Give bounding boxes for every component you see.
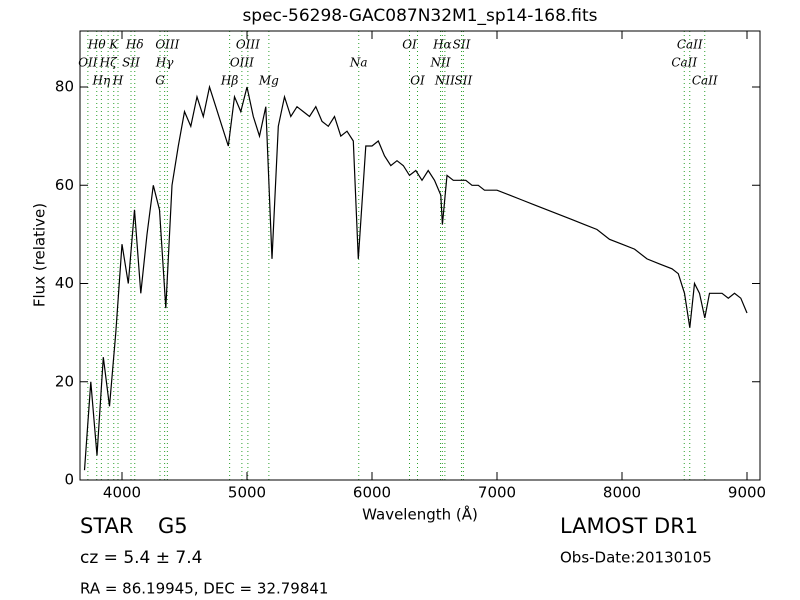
coordinates: RA = 86.19945, DEC = 32.79841 <box>80 580 328 598</box>
line-label: Hη <box>92 74 111 88</box>
line-label: Mg <box>258 74 279 88</box>
line-label: SII <box>455 74 473 88</box>
line-label: SII <box>122 56 140 70</box>
spectrum-line <box>83 84 748 471</box>
line-label: SII <box>453 38 471 52</box>
line-label: CaII <box>692 74 718 88</box>
line-label: Hδ <box>125 38 144 52</box>
line-label: OI <box>402 38 417 52</box>
line-label: CaII <box>671 56 697 70</box>
y-tick-label: 60 <box>55 176 74 194</box>
survey: LAMOST DR1 <box>560 514 698 538</box>
line-label: OII <box>78 56 98 70</box>
line-label: Hθ <box>87 38 106 52</box>
object-subclass: G5 <box>158 514 188 538</box>
y-tick-label: 0 <box>64 471 74 489</box>
line-label: OIII <box>155 38 179 52</box>
x-axis-label: Wavelength (Å) <box>362 505 478 524</box>
line-label: Hβ <box>220 74 238 88</box>
line-label: OIII <box>236 38 260 52</box>
line-label: NII <box>430 56 451 70</box>
line-label: OI <box>410 74 425 88</box>
line-label: Hζ <box>99 56 118 70</box>
redshift: cz = 5.4 ± 7.4 <box>80 548 202 568</box>
line-label: Na <box>349 56 368 70</box>
obs-date: Obs-Date:20130105 <box>560 549 712 567</box>
line-label: CaII <box>677 38 703 52</box>
line-label: H <box>112 74 124 88</box>
y-axis-label: Flux (relative) <box>31 203 49 307</box>
x-tick-label: 9000 <box>728 484 766 502</box>
line-label: Hγ <box>155 56 174 70</box>
line-label: OIII <box>230 56 254 70</box>
plot-frame <box>79 30 761 481</box>
y-tick-label: 20 <box>55 372 74 390</box>
x-tick-label: 6000 <box>353 484 391 502</box>
y-tick-label: 40 <box>55 274 74 292</box>
x-tick-label: 5000 <box>228 484 266 502</box>
x-tick-label: 8000 <box>603 484 641 502</box>
line-label: NII <box>434 74 455 88</box>
line-label: K <box>108 38 119 52</box>
x-tick-label: 7000 <box>478 484 516 502</box>
line-label: Hα <box>432 38 452 52</box>
x-tick-label: 4000 <box>103 484 141 502</box>
object-class: STAR <box>80 514 133 538</box>
chart-title: spec-56298-GAC087N32M1_sp14-168.fits <box>242 6 597 26</box>
y-tick-label: 80 <box>55 78 74 96</box>
line-label: G <box>155 74 165 88</box>
